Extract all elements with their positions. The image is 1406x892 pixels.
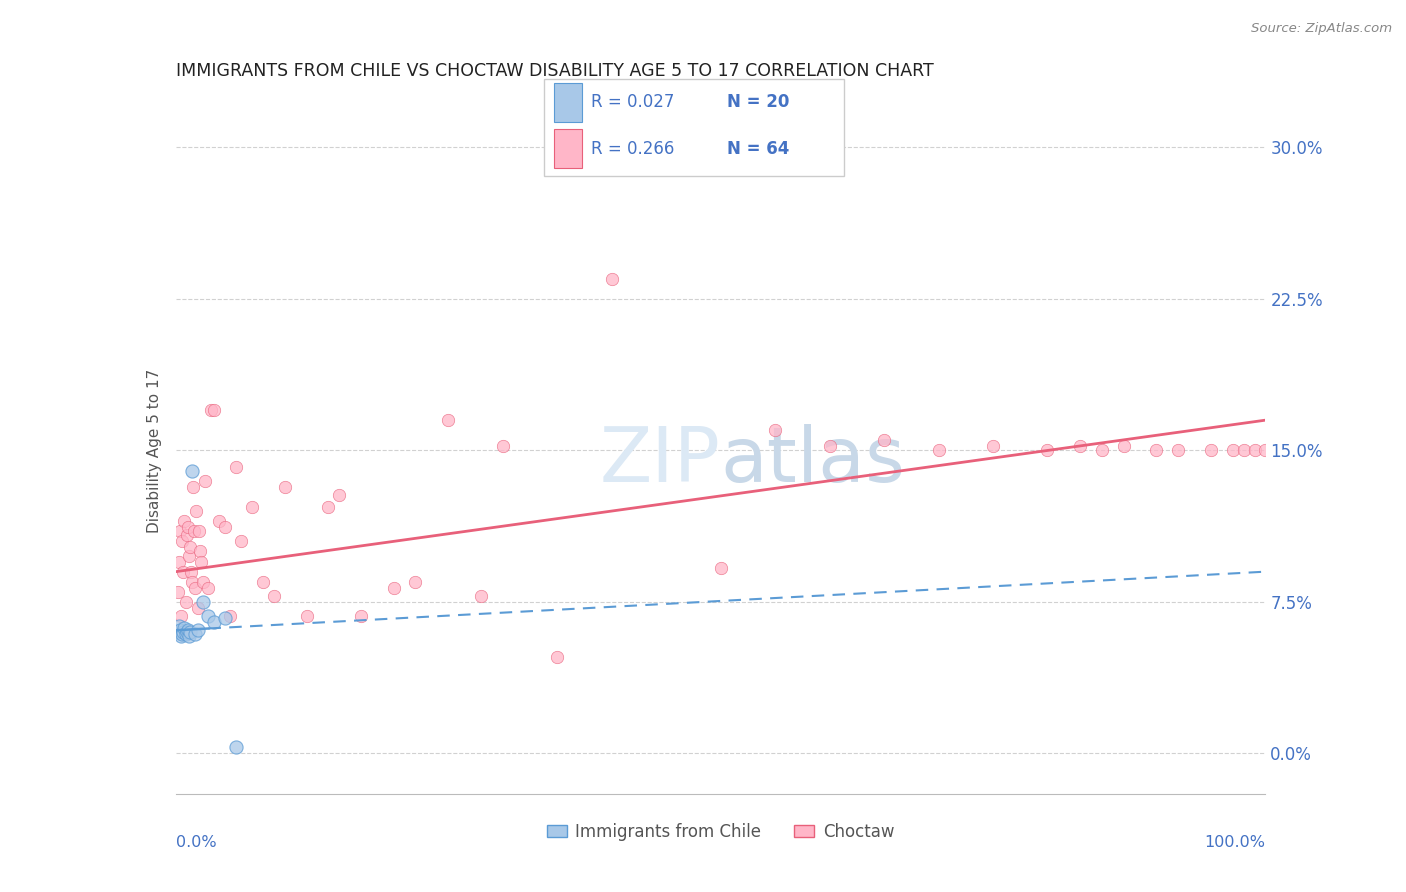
Point: [225, 740, 247, 755]
Point: [172, 627, 194, 641]
Text: 0.0%: 0.0%: [176, 835, 217, 850]
Bar: [554, 83, 582, 122]
Point: [167, 585, 190, 599]
Point: [295, 609, 318, 624]
Text: R = 0.266: R = 0.266: [591, 140, 673, 158]
Point: [173, 621, 195, 635]
Point: [600, 271, 623, 285]
Point: [202, 615, 225, 630]
Point: [274, 480, 297, 494]
Point: [177, 520, 200, 534]
Point: [172, 625, 194, 640]
Point: [184, 581, 207, 595]
Point: [382, 581, 405, 595]
Y-axis label: Disability Age 5 to 17: Disability Age 5 to 17: [146, 368, 162, 533]
Point: [492, 439, 515, 453]
Point: [174, 627, 197, 641]
Point: [219, 609, 242, 624]
Point: [405, 574, 427, 589]
Point: [179, 541, 201, 555]
Point: [176, 528, 198, 542]
Point: [240, 500, 263, 514]
Point: [350, 609, 373, 624]
Text: atlas: atlas: [721, 424, 905, 498]
Point: [1233, 443, 1256, 458]
Point: [177, 629, 200, 643]
Point: [167, 555, 190, 569]
Point: [437, 413, 460, 427]
Point: [200, 403, 222, 417]
Point: [1199, 443, 1222, 458]
Text: R = 0.027: R = 0.027: [591, 94, 673, 112]
Point: [263, 589, 285, 603]
Point: [181, 464, 204, 478]
Point: [197, 581, 219, 595]
Point: [176, 625, 198, 640]
Text: 100.0%: 100.0%: [1205, 835, 1265, 850]
Point: [181, 574, 204, 589]
Point: [318, 500, 340, 514]
Point: [818, 439, 841, 453]
Point: [169, 524, 191, 539]
Point: [763, 423, 786, 437]
Point: [170, 629, 193, 643]
Point: [191, 595, 214, 609]
Point: [873, 434, 896, 448]
Point: [183, 524, 205, 539]
Point: [928, 443, 950, 458]
Text: Source: ZipAtlas.com: Source: ZipAtlas.com: [1251, 22, 1392, 36]
Point: [174, 595, 197, 609]
Point: [981, 439, 1004, 453]
Point: [188, 544, 211, 558]
Point: [1254, 443, 1277, 458]
Point: [181, 480, 204, 494]
Point: [172, 534, 194, 549]
Point: [208, 514, 231, 528]
Point: [186, 504, 208, 518]
Point: [177, 624, 200, 638]
Point: [167, 619, 190, 633]
Point: [1112, 439, 1135, 453]
Point: [470, 589, 492, 603]
Point: [231, 534, 253, 549]
Point: [186, 601, 209, 615]
Text: N = 20: N = 20: [727, 94, 789, 112]
Point: [328, 488, 350, 502]
Point: [214, 520, 236, 534]
Point: [194, 474, 217, 488]
Point: [179, 625, 201, 640]
Point: [546, 649, 568, 664]
Point: [190, 555, 212, 569]
Legend: Immigrants from Chile, Choctaw: Immigrants from Chile, Choctaw: [540, 816, 901, 847]
Point: [184, 627, 207, 641]
Point: [172, 565, 194, 579]
Point: [252, 574, 274, 589]
Point: [169, 624, 191, 638]
Text: N = 64: N = 64: [727, 140, 789, 158]
Point: [177, 549, 200, 563]
Point: [202, 403, 225, 417]
Point: [1167, 443, 1189, 458]
Point: [180, 565, 202, 579]
Point: [170, 609, 193, 624]
Text: IMMIGRANTS FROM CHILE VS CHOCTAW DISABILITY AGE 5 TO 17 CORRELATION CHART: IMMIGRANTS FROM CHILE VS CHOCTAW DISABIL…: [176, 62, 934, 79]
Point: [186, 624, 209, 638]
Text: ZIP: ZIP: [600, 424, 721, 498]
Point: [710, 560, 733, 574]
Point: [1091, 443, 1114, 458]
Point: [1036, 443, 1059, 458]
Point: [1069, 439, 1091, 453]
Point: [1146, 443, 1168, 458]
Point: [1222, 443, 1244, 458]
Point: [1243, 443, 1265, 458]
Point: [191, 574, 214, 589]
Point: [214, 611, 236, 625]
Point: [173, 514, 195, 528]
Point: [197, 609, 219, 624]
Point: [167, 625, 190, 640]
Point: [187, 524, 209, 539]
FancyBboxPatch shape: [544, 78, 845, 177]
Bar: [554, 129, 582, 168]
Point: [225, 459, 247, 474]
